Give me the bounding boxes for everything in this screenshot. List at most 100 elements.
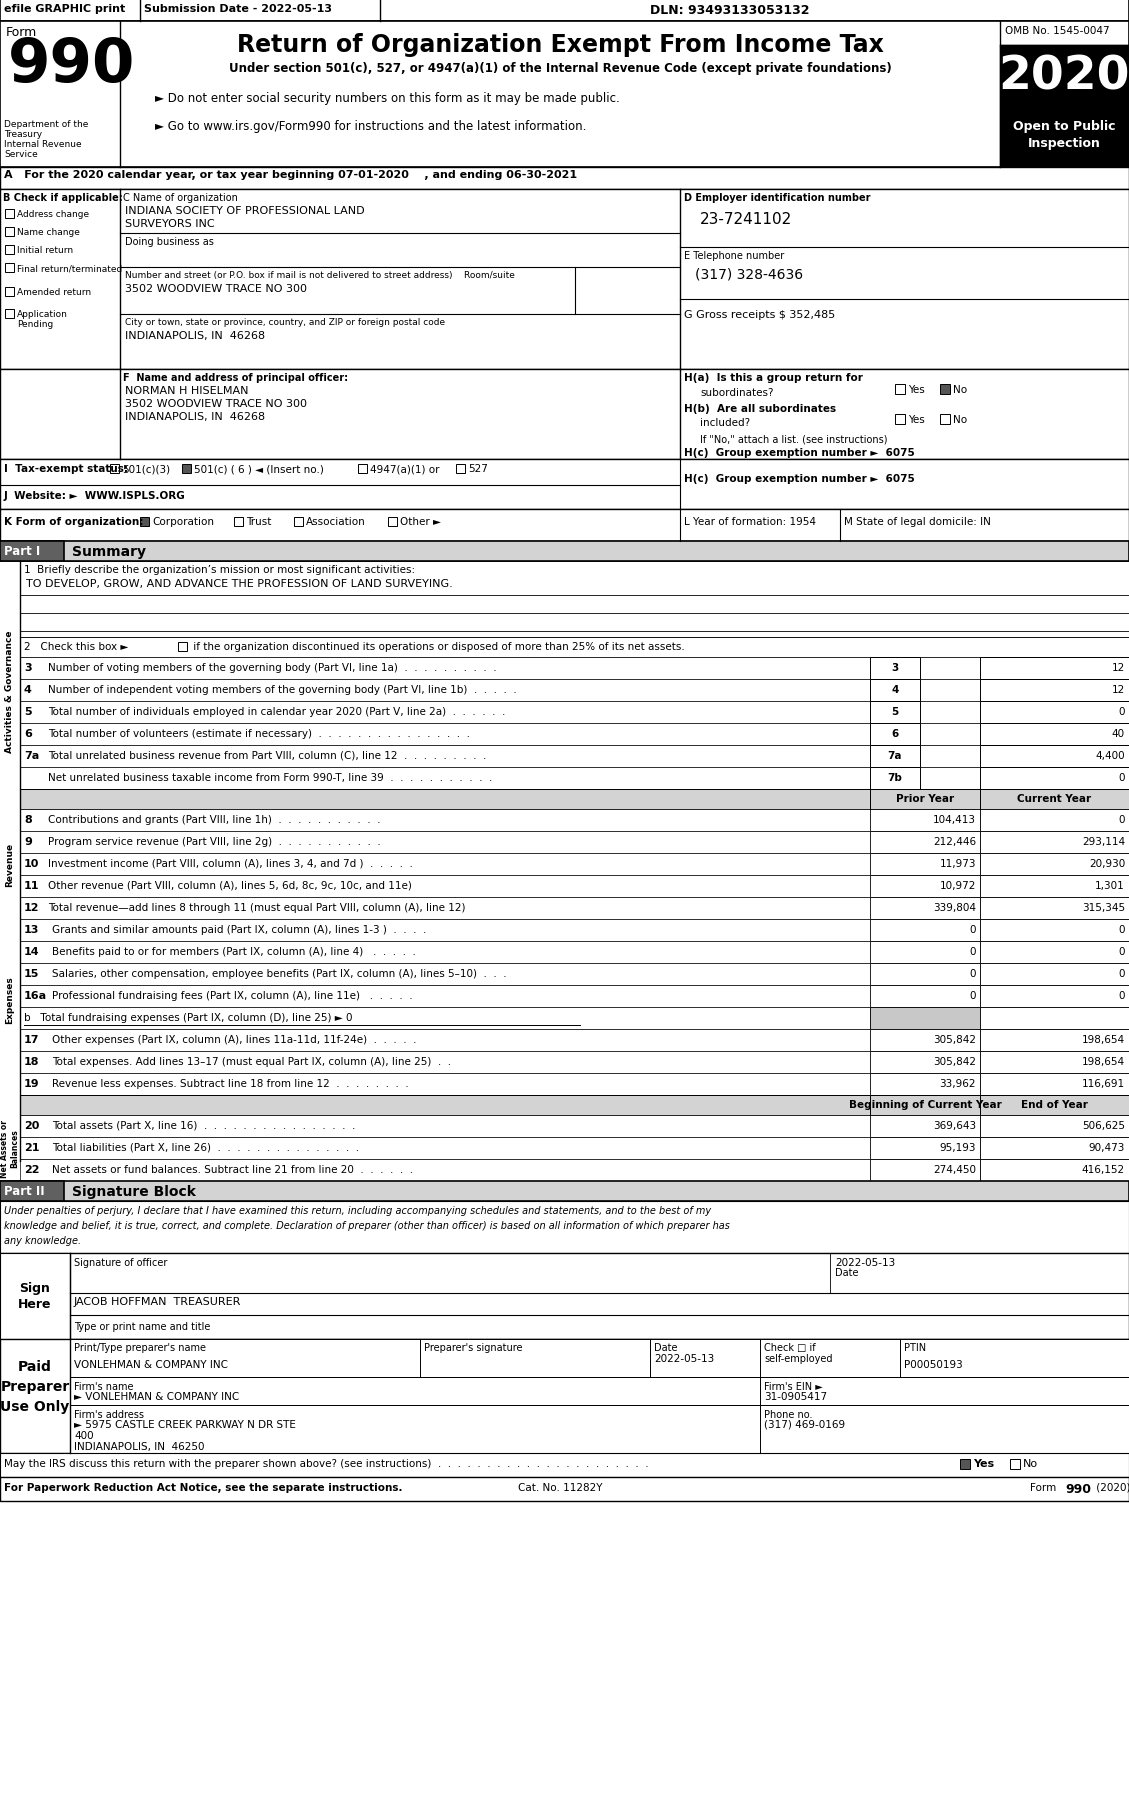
Bar bbox=[20, 1030, 1129, 1052]
Bar bbox=[5, 228, 14, 237]
Bar bbox=[940, 416, 949, 425]
Text: b   Total fundraising expenses (Part IX, column (D), line 25) ► 0: b Total fundraising expenses (Part IX, c… bbox=[24, 1012, 352, 1023]
Text: 16a: 16a bbox=[24, 990, 47, 1001]
Text: M State of legal domicile: IN: M State of legal domicile: IN bbox=[844, 517, 991, 526]
Bar bbox=[980, 1115, 1129, 1137]
Text: INDIANAPOLIS, IN  46268: INDIANAPOLIS, IN 46268 bbox=[125, 331, 265, 342]
Bar bbox=[20, 701, 1129, 723]
Text: H(a)  Is this a group return for: H(a) Is this a group return for bbox=[684, 372, 863, 383]
Bar bbox=[0, 542, 64, 562]
Text: Doing business as: Doing business as bbox=[125, 237, 213, 248]
Text: 416,152: 416,152 bbox=[1082, 1164, 1124, 1175]
Text: (317) 328-4636: (317) 328-4636 bbox=[695, 267, 803, 282]
Text: ► Do not enter social security numbers on this form as it may be made public.: ► Do not enter social security numbers o… bbox=[155, 92, 620, 105]
Text: 6: 6 bbox=[24, 728, 32, 739]
Bar bbox=[5, 264, 14, 273]
Text: VONLEHMAN & COMPANY INC: VONLEHMAN & COMPANY INC bbox=[75, 1359, 228, 1370]
Bar bbox=[870, 679, 920, 701]
Text: Type or print name and title: Type or print name and title bbox=[75, 1321, 210, 1332]
Text: Current Year: Current Year bbox=[1017, 793, 1091, 804]
Bar bbox=[20, 768, 1129, 790]
Bar bbox=[980, 768, 1129, 790]
Bar bbox=[1000, 114, 1129, 168]
Text: ► Go to www.irs.gov/Form990 for instructions and the latest information.: ► Go to www.irs.gov/Form990 for instruct… bbox=[155, 119, 586, 134]
Text: Firm's EIN ►: Firm's EIN ► bbox=[764, 1381, 823, 1391]
Text: 19: 19 bbox=[24, 1079, 40, 1088]
Bar bbox=[940, 385, 949, 394]
Text: Check □ if: Check □ if bbox=[764, 1343, 815, 1352]
Text: Date: Date bbox=[654, 1343, 677, 1352]
Text: 7b: 7b bbox=[887, 773, 902, 782]
Text: 1  Briefly describe the organization’s mission or most significant activities:: 1 Briefly describe the organization’s mi… bbox=[24, 564, 415, 575]
Text: 990: 990 bbox=[8, 36, 135, 96]
Bar bbox=[870, 768, 920, 790]
Text: C Name of organization: C Name of organization bbox=[123, 193, 238, 202]
Bar bbox=[980, 1073, 1129, 1095]
Bar bbox=[870, 1115, 980, 1137]
Text: Initial return: Initial return bbox=[17, 246, 73, 255]
Text: Under section 501(c), 527, or 4947(a)(1) of the Internal Revenue Code (except pr: Under section 501(c), 527, or 4947(a)(1)… bbox=[229, 61, 892, 74]
Bar bbox=[0, 510, 1129, 542]
Bar bbox=[0, 542, 1129, 562]
Text: Sign: Sign bbox=[19, 1281, 51, 1294]
Text: 3: 3 bbox=[24, 663, 32, 672]
Bar bbox=[388, 519, 397, 526]
Bar bbox=[980, 941, 1129, 963]
Text: Net assets or fund balances. Subtract line 21 from line 20  .  .  .  .  .  .: Net assets or fund balances. Subtract li… bbox=[52, 1164, 413, 1175]
Bar bbox=[20, 679, 1129, 701]
Bar bbox=[980, 963, 1129, 985]
Text: 305,842: 305,842 bbox=[933, 1057, 975, 1066]
Text: 293,114: 293,114 bbox=[1082, 837, 1124, 846]
Bar bbox=[870, 658, 920, 679]
Text: included?: included? bbox=[700, 417, 750, 428]
Text: 501(c) ( 6 ) ◄ (Insert no.): 501(c) ( 6 ) ◄ (Insert no.) bbox=[194, 464, 324, 473]
Text: 18: 18 bbox=[24, 1057, 40, 1066]
Text: 501(c)(3): 501(c)(3) bbox=[122, 464, 170, 473]
Text: 15: 15 bbox=[24, 969, 40, 978]
Text: Total expenses. Add lines 13–17 (must equal Part IX, column (A), line 25)  .  .: Total expenses. Add lines 13–17 (must eq… bbox=[52, 1057, 452, 1066]
Text: 11: 11 bbox=[24, 880, 40, 891]
Text: 9: 9 bbox=[24, 837, 32, 846]
Bar bbox=[980, 1052, 1129, 1073]
Bar bbox=[1010, 1460, 1019, 1469]
Bar bbox=[178, 643, 187, 652]
Bar bbox=[20, 1137, 1129, 1160]
Bar bbox=[20, 831, 1129, 853]
Text: Form: Form bbox=[1031, 1482, 1060, 1493]
Text: L Year of formation: 1954: L Year of formation: 1954 bbox=[684, 517, 816, 526]
Text: 212,446: 212,446 bbox=[933, 837, 975, 846]
Text: (2020): (2020) bbox=[1093, 1482, 1129, 1493]
Bar bbox=[20, 941, 1129, 963]
Text: 116,691: 116,691 bbox=[1082, 1079, 1124, 1088]
Text: 12: 12 bbox=[1112, 685, 1124, 694]
Text: 23-7241102: 23-7241102 bbox=[700, 211, 793, 228]
Text: Expenses: Expenses bbox=[6, 976, 15, 1023]
Bar bbox=[5, 246, 14, 255]
Text: 0: 0 bbox=[1119, 707, 1124, 717]
Bar bbox=[0, 1182, 64, 1202]
Text: 0: 0 bbox=[970, 969, 975, 978]
Text: D Employer identification number: D Employer identification number bbox=[684, 193, 870, 202]
Text: TO DEVELOP, GROW, AND ADVANCE THE PROFESSION OF LAND SURVEYING.: TO DEVELOP, GROW, AND ADVANCE THE PROFES… bbox=[26, 578, 453, 589]
Bar bbox=[980, 920, 1129, 941]
Text: ► 5975 CASTLE CREEK PARKWAY N DR STE: ► 5975 CASTLE CREEK PARKWAY N DR STE bbox=[75, 1418, 296, 1429]
Bar bbox=[0, 1476, 1129, 1502]
Text: J  Website: ►  WWW.ISPLS.ORG: J Website: ► WWW.ISPLS.ORG bbox=[5, 492, 186, 501]
Text: Service: Service bbox=[5, 150, 37, 159]
Bar bbox=[5, 287, 14, 296]
Text: May the IRS discuss this return with the preparer shown above? (see instructions: May the IRS discuss this return with the… bbox=[5, 1458, 649, 1467]
Text: INDIANAPOLIS, IN  46250: INDIANAPOLIS, IN 46250 bbox=[75, 1442, 204, 1451]
Text: Yes: Yes bbox=[973, 1458, 995, 1467]
Text: Number of independent voting members of the governing body (Part VI, line 1b)  .: Number of independent voting members of … bbox=[49, 685, 517, 694]
Bar bbox=[20, 810, 1129, 831]
Text: 20,930: 20,930 bbox=[1088, 858, 1124, 869]
Bar bbox=[358, 464, 367, 473]
Text: P00050193: P00050193 bbox=[904, 1359, 963, 1370]
Text: (317) 469-0169: (317) 469-0169 bbox=[764, 1418, 846, 1429]
Bar bbox=[870, 746, 920, 768]
Text: 31-0905417: 31-0905417 bbox=[764, 1391, 828, 1400]
Text: F  Name and address of principal officer:: F Name and address of principal officer: bbox=[123, 372, 348, 383]
Text: 2   Check this box ►: 2 Check this box ► bbox=[24, 641, 129, 652]
Bar bbox=[1000, 45, 1129, 114]
Text: PTIN: PTIN bbox=[904, 1343, 926, 1352]
